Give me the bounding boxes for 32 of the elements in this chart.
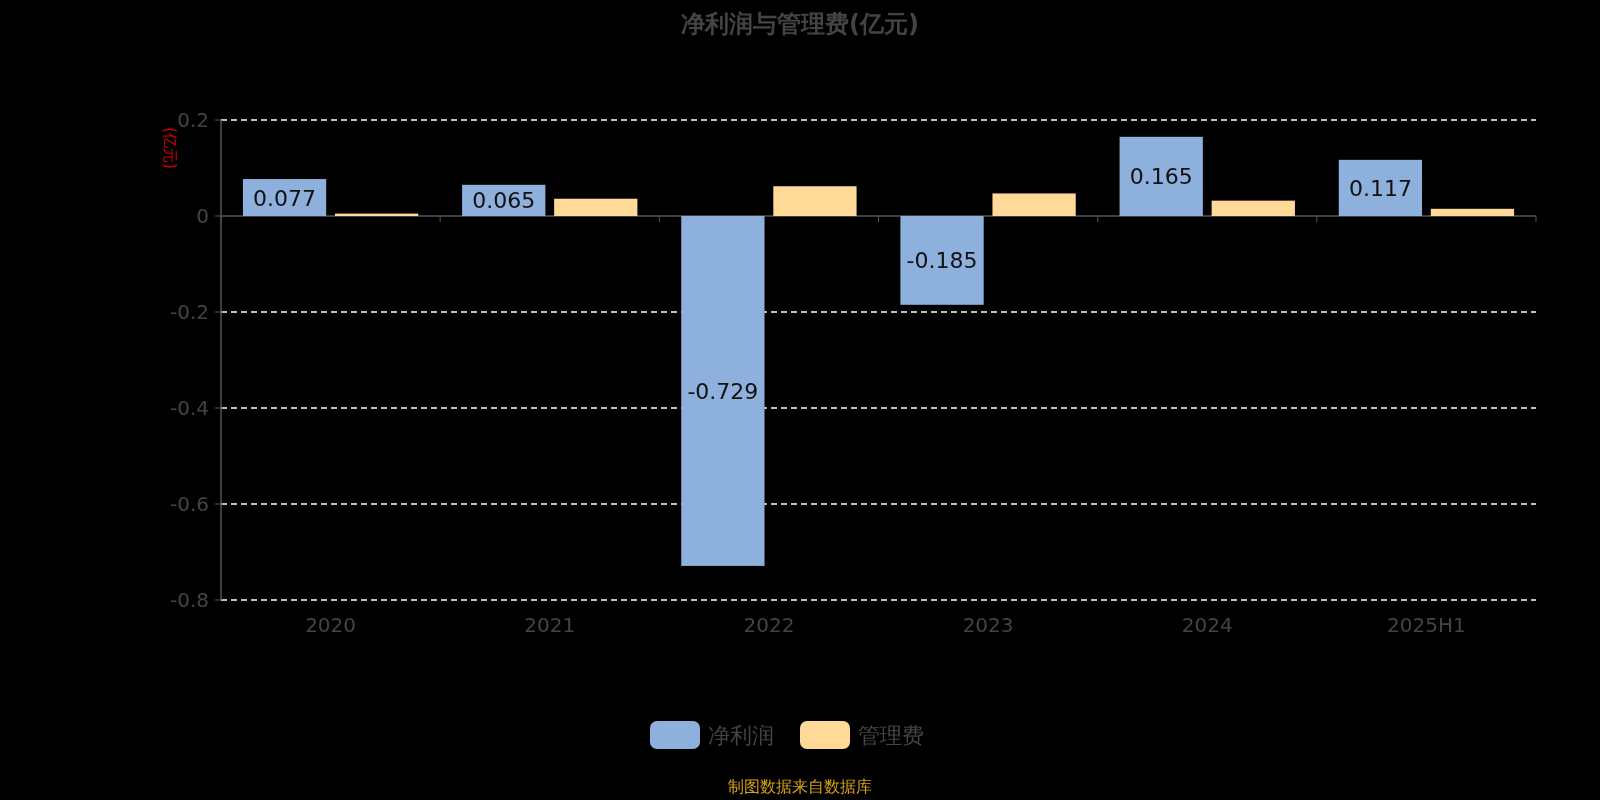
y-tick-label: 0.2 bbox=[177, 108, 209, 132]
bar bbox=[773, 186, 857, 216]
x-tick-label: 2022 bbox=[743, 613, 795, 637]
data-label: 0.065 bbox=[472, 188, 536, 214]
data-label: -0.729 bbox=[687, 378, 759, 404]
y-tick-label: -0.4 bbox=[169, 396, 209, 420]
data-label: 0.117 bbox=[1348, 175, 1412, 201]
legend-label: 净利润 bbox=[708, 723, 774, 748]
x-tick-label: 2025H1 bbox=[1387, 613, 1466, 637]
data-label: 0.077 bbox=[253, 185, 317, 211]
y-tick-label: -0.8 bbox=[169, 588, 209, 612]
data-label: -0.185 bbox=[906, 248, 978, 274]
x-tick-label: 2021 bbox=[524, 613, 576, 637]
y-axis-title: (亿元) bbox=[161, 127, 179, 169]
data-label: 0.165 bbox=[1129, 164, 1193, 190]
x-tick-label: 2020 bbox=[305, 613, 357, 637]
legend-label: 管理费 bbox=[858, 723, 924, 748]
bar bbox=[1119, 136, 1203, 216]
y-tick-label: -0.6 bbox=[169, 492, 209, 516]
bar bbox=[1211, 200, 1295, 216]
bar bbox=[554, 198, 638, 216]
bar bbox=[992, 193, 1076, 216]
x-tick-label: 2024 bbox=[1181, 613, 1233, 637]
bar bbox=[1430, 208, 1515, 216]
bar bbox=[1338, 159, 1423, 216]
text: 制图数据来自数据库 bbox=[728, 777, 872, 796]
y-tick-label: -0.2 bbox=[169, 300, 209, 324]
bar bbox=[681, 216, 765, 566]
y-tick-label: 0 bbox=[196, 204, 209, 228]
bar bbox=[900, 216, 984, 305]
chart-title: 净利润与管理费(亿元) bbox=[681, 10, 919, 38]
x-tick-label: 2023 bbox=[962, 613, 1014, 637]
